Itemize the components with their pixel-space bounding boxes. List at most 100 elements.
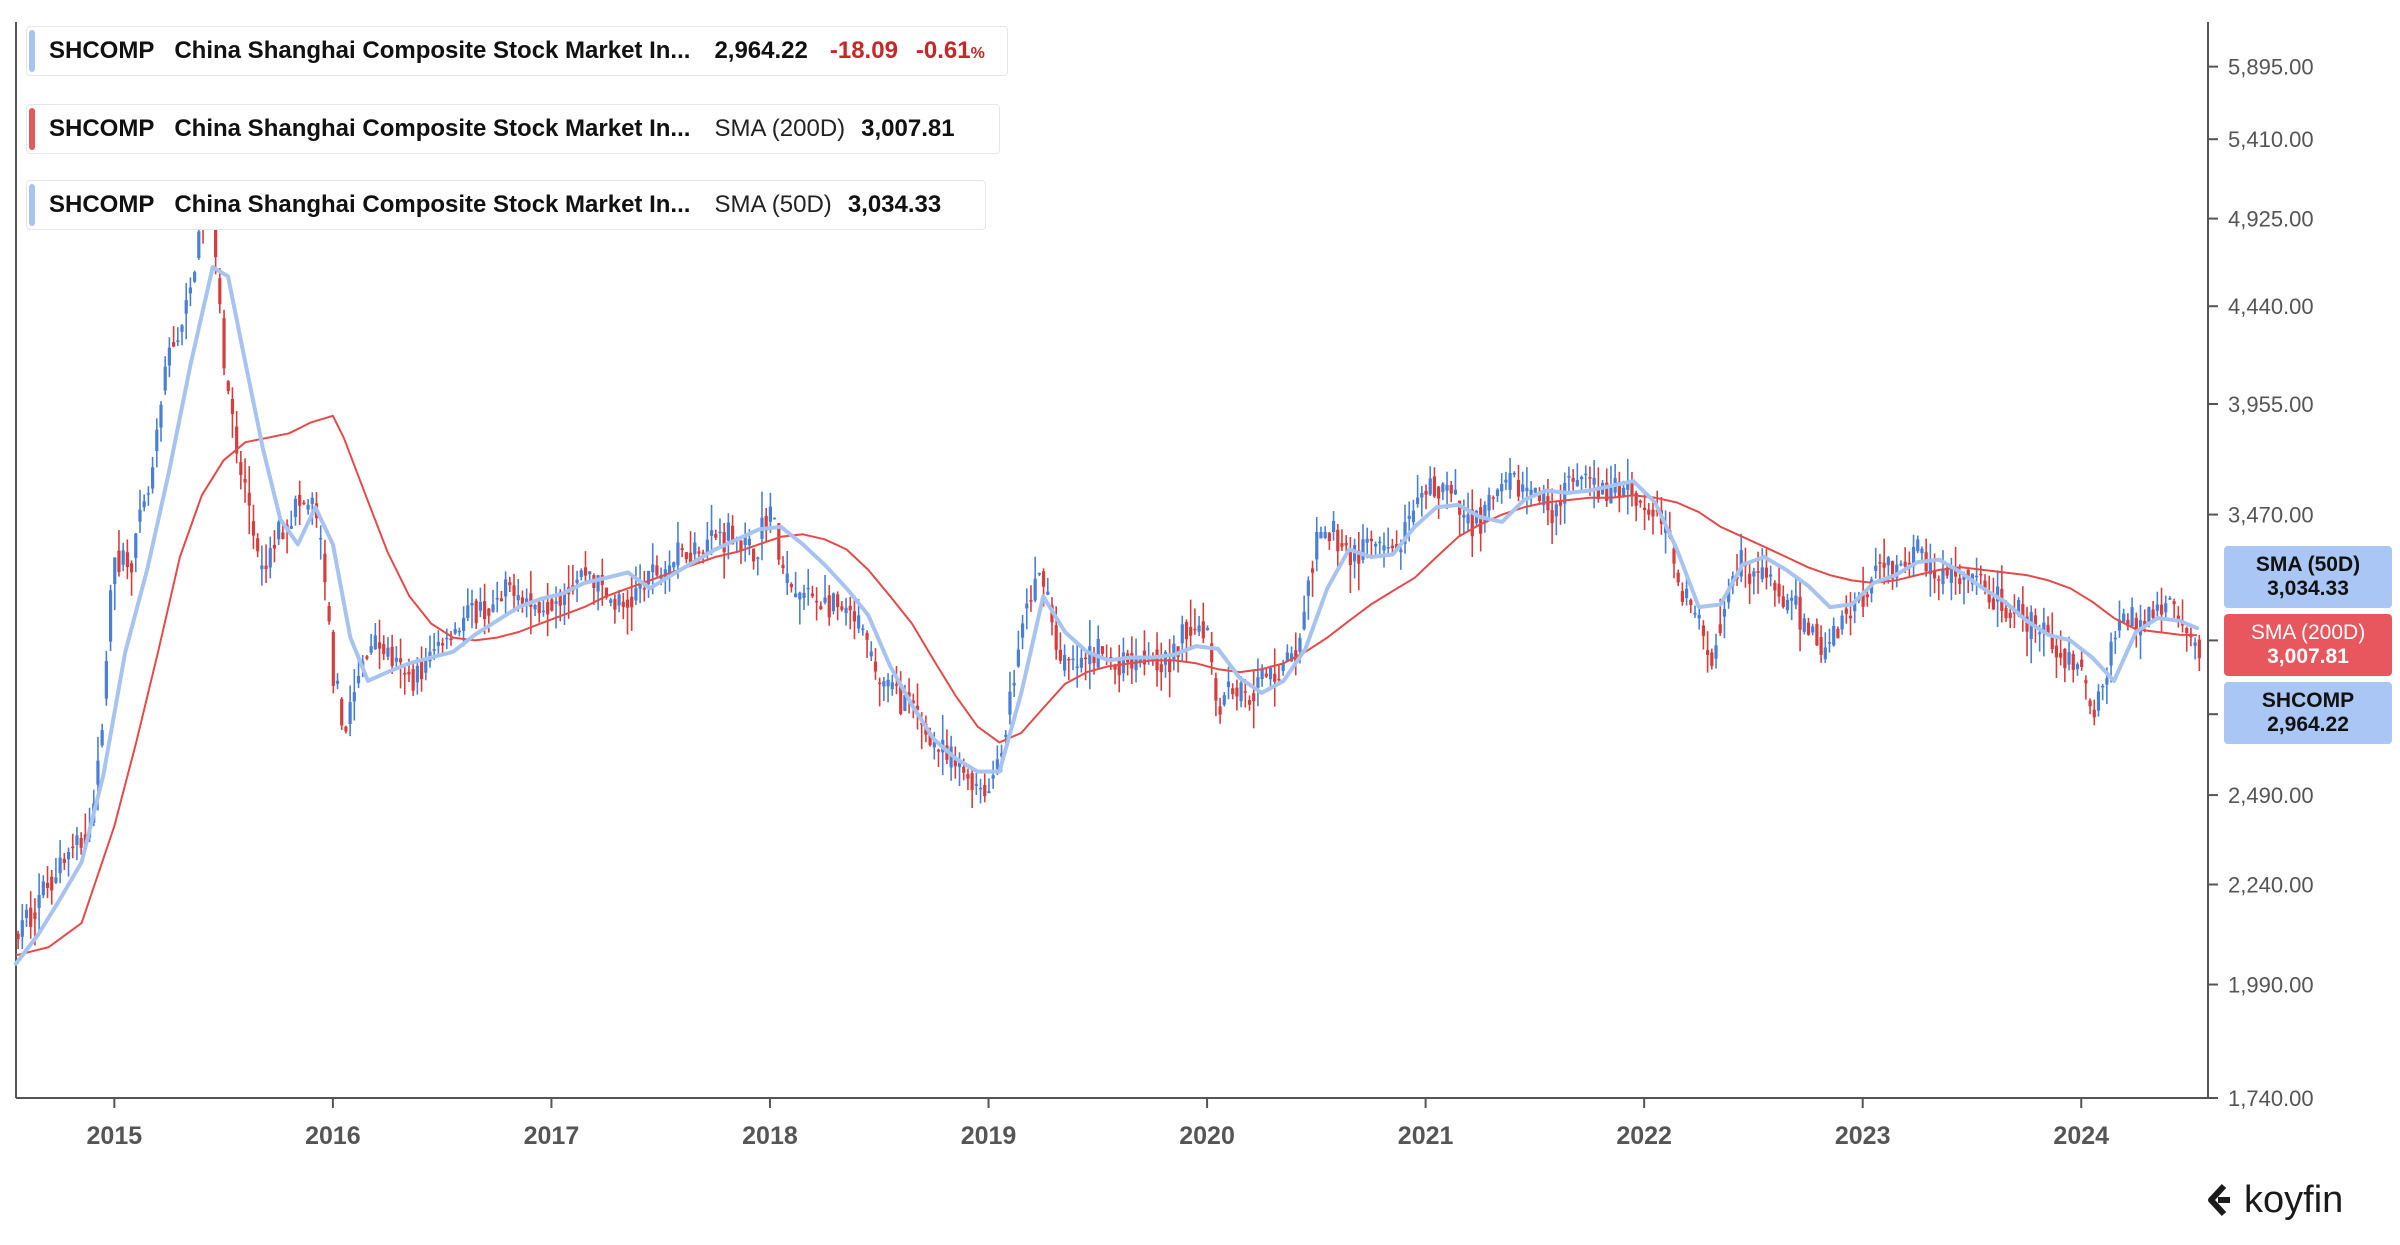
- candle-body: [142, 501, 146, 508]
- candle-body: [104, 661, 108, 699]
- candle-body: [1289, 653, 1294, 662]
- candle-body: [243, 478, 247, 483]
- candle-body: [193, 272, 197, 282]
- candle-body: [1945, 569, 1949, 576]
- legend-price[interactable]: SHCOMP China Shanghai Composite Stock Ma…: [26, 26, 1008, 76]
- candle-body: [1567, 475, 1571, 478]
- candle-body: [899, 685, 903, 714]
- candle-body: [1605, 482, 1609, 502]
- candle-body: [20, 920, 24, 937]
- candle-body: [1537, 493, 1542, 502]
- candle-body: [995, 759, 999, 769]
- candle-body: [1642, 507, 1647, 511]
- candle-body: [1495, 489, 1500, 496]
- legend-indicator: SMA (200D): [714, 115, 846, 142]
- candle-body: [1491, 497, 1495, 499]
- legend-security-name: China Shanghai Composite Stock Market In…: [174, 37, 691, 64]
- candle-body: [369, 646, 373, 653]
- candle-body: [646, 570, 651, 585]
- candle-body: [911, 700, 915, 704]
- candle-body: [2197, 639, 2201, 659]
- candle-body: [773, 517, 777, 520]
- candle-body: [1794, 595, 1798, 605]
- candle-body: [709, 530, 714, 536]
- candle-body: [1672, 548, 1676, 564]
- x-tick-label: 2021: [1398, 1122, 1454, 1150]
- candle-body: [1327, 532, 1331, 542]
- candle-body: [2096, 691, 2101, 711]
- candle-body: [117, 550, 121, 573]
- candle-body: [819, 606, 823, 610]
- legend-sma-200[interactable]: SHCOMP China Shanghai Composite Stock Ma…: [26, 104, 1000, 154]
- y-tick-label: 5,895.00: [2228, 55, 2314, 80]
- candle-body: [1916, 539, 1920, 552]
- candle-body: [1626, 483, 1630, 490]
- candle-body: [558, 591, 562, 606]
- candle-body: [256, 538, 260, 552]
- candle-body: [495, 598, 499, 600]
- sma-200-line: [15, 414, 2198, 957]
- candle-body: [1281, 663, 1285, 672]
- candle-body: [1840, 615, 1844, 630]
- candle-body: [718, 531, 722, 534]
- candle-body: [962, 766, 966, 773]
- candle-body: [247, 492, 251, 506]
- legend-ticker: SHCOMP: [49, 37, 155, 64]
- candle-body: [1781, 596, 1785, 607]
- candle-body: [794, 593, 798, 598]
- y-tick-label: 1,740.00: [2228, 1086, 2314, 1111]
- candle-body: [957, 761, 962, 767]
- candle-body: [840, 606, 844, 610]
- candle-body: [1319, 532, 1323, 539]
- legend-sma-50[interactable]: SHCOMP China Shanghai Composite Stock Ma…: [26, 180, 987, 230]
- candle-body: [382, 644, 386, 655]
- candle-body: [218, 278, 222, 305]
- candle-body: [693, 542, 697, 555]
- candle-body: [167, 347, 172, 366]
- candle-body: [37, 895, 41, 908]
- candle-body: [1416, 497, 1420, 504]
- candle-body: [1432, 476, 1437, 497]
- candle-body: [1184, 621, 1189, 640]
- candle-body: [1130, 653, 1134, 669]
- legend-change: -18.09: [829, 37, 898, 64]
- candle-body: [886, 679, 890, 687]
- candle-body: [2080, 659, 2084, 667]
- candle-body: [1403, 522, 1407, 544]
- candle-body: [588, 571, 592, 575]
- candle-body: [1058, 649, 1062, 661]
- y-tick-label: 4,440.00: [2228, 294, 2314, 319]
- candle-body: [2004, 608, 2008, 619]
- candle-body: [1084, 657, 1088, 660]
- candle-body: [461, 617, 466, 631]
- badge-value: 3,007.81: [2267, 645, 2349, 668]
- candle-body: [1886, 557, 1890, 566]
- candle-body: [33, 912, 37, 919]
- candle-body: [2033, 615, 2038, 626]
- candle-body: [1987, 590, 1991, 603]
- candle-body: [1874, 565, 1878, 571]
- candle-body: [2130, 607, 2134, 627]
- candle-body: [377, 642, 382, 649]
- candle-body: [1054, 625, 1058, 650]
- legend-ticker: SHCOMP: [49, 191, 155, 218]
- candle-body: [546, 602, 550, 615]
- candle-body: [1798, 596, 1802, 630]
- candle-body: [562, 593, 567, 605]
- x-tick-label: 2017: [524, 1122, 580, 1150]
- candle-body: [1382, 545, 1386, 551]
- candle-body: [1369, 538, 1373, 542]
- candle-body: [1785, 599, 1790, 611]
- candle-body: [2122, 613, 2126, 623]
- candle-body: [2151, 609, 2155, 618]
- candle-body: [630, 596, 634, 608]
- candle-body: [705, 539, 709, 555]
- candle-body: [1697, 614, 1701, 619]
- y-tick-label: 3,470.00: [2228, 503, 2314, 528]
- candle-body: [1571, 477, 1575, 482]
- candle-body: [1760, 567, 1764, 580]
- candle-body: [1533, 487, 1537, 493]
- candle-body: [1529, 489, 1533, 497]
- candle-body: [1210, 643, 1214, 663]
- candle-body: [319, 537, 323, 540]
